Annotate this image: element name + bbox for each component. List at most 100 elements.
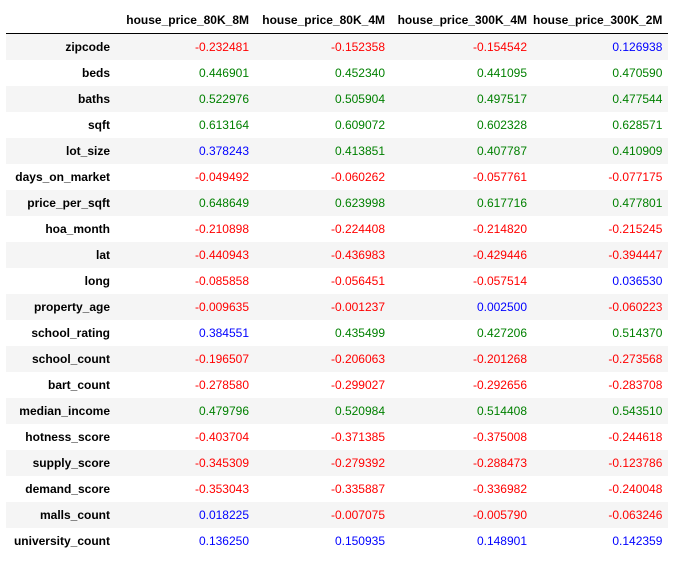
row-label: bart_count [47, 378, 110, 392]
table-cell: -0.336982 [472, 482, 527, 496]
table-cell: -0.429446 [472, 248, 527, 262]
table-row: property_age -0.009635 -0.001237 0.002500 -0… [6, 294, 669, 320]
table-row: baths 0.522976 0.505904 0.497517 0.477544 [6, 86, 669, 112]
table-row: school_count -0.196507 -0.206063 -0.201268 -… [6, 346, 669, 372]
table-cell: -0.345309 [194, 456, 249, 470]
index-header [6, 7, 116, 34]
table-row: bart_count -0.278580 -0.299027 -0.292656 -0.… [6, 372, 669, 398]
table-cell: 0.002500 [476, 300, 527, 314]
row-label: university_count [13, 534, 110, 548]
row-label: days_on_market [15, 170, 110, 184]
table-cell: 0.477801 [612, 196, 663, 210]
row-label: baths [77, 92, 110, 106]
table-cell: 0.036530 [612, 274, 663, 288]
table-cell: -0.403704 [194, 430, 249, 444]
row-label: median_income [19, 404, 110, 418]
table-row: sqft 0.613164 0.609072 0.602328 0.628571 [6, 112, 669, 138]
table-row: price_per_sqft 0.648649 0.623998 0.617716 0.… [6, 190, 669, 216]
column-header: house_price_80K_4M [255, 7, 391, 34]
table-cell: -0.232481 [194, 40, 249, 54]
table-cell: 0.413851 [334, 144, 385, 158]
table-cell: -0.152358 [330, 40, 385, 54]
table-row: hoa_month -0.210898 -0.224408 -0.214820 -0.2… [6, 216, 669, 242]
table-cell: -0.394447 [608, 248, 663, 262]
table-cell: 0.452340 [334, 66, 385, 80]
table-cell: 0.384551 [198, 326, 249, 340]
row-label: long [84, 274, 110, 288]
table-cell: 0.617716 [476, 196, 527, 210]
table-row: supply_score -0.345309 -0.279392 -0.288473 -… [6, 450, 669, 476]
row-label: lot_size [65, 144, 110, 158]
table-cell: 0.520984 [334, 404, 385, 418]
table-cell: -0.371385 [330, 430, 385, 444]
table-cell: 0.126938 [612, 40, 663, 54]
row-label: demand_score [25, 482, 110, 496]
table-cell: 0.514408 [476, 404, 527, 418]
table-cell: -0.077175 [608, 170, 663, 184]
table-cell: 0.505904 [334, 92, 385, 106]
table-cell: 0.407787 [476, 144, 527, 158]
table-cell: -0.056451 [330, 274, 385, 288]
table-row: median_income 0.479796 0.520984 0.514408 0.5… [6, 398, 669, 424]
table-cell: 0.446901 [198, 66, 249, 80]
table-cell: -0.009635 [194, 300, 249, 314]
table-cell: -0.224408 [330, 222, 385, 236]
table-cell: -0.210898 [194, 222, 249, 236]
table-cell: -0.283708 [608, 378, 663, 392]
table-cell: -0.436983 [330, 248, 385, 262]
table-cell: -0.292656 [472, 378, 527, 392]
table-cell: 0.514370 [612, 326, 663, 340]
table-row: lot_size 0.378243 0.413851 0.407787 0.410909 [6, 138, 669, 164]
table-row: malls_count 0.018225 -0.007075 -0.005790 -0.… [6, 502, 669, 528]
table-cell: -0.201268 [472, 352, 527, 366]
table-cell: -0.085858 [194, 274, 249, 288]
row-label: malls_count [39, 508, 110, 522]
table-cell: 0.609072 [334, 118, 385, 132]
table-cell: -0.335887 [330, 482, 385, 496]
table-row: long -0.085858 -0.056451 -0.057514 0.036530 [6, 268, 669, 294]
table-row: beds 0.446901 0.452340 0.441095 0.470590 [6, 60, 669, 86]
table-cell: 0.477544 [612, 92, 663, 106]
column-header: house_price_300K_4M [391, 7, 533, 34]
table-cell: 0.142359 [612, 534, 663, 548]
table-cell: -0.007075 [330, 508, 385, 522]
table-cell: 0.543510 [612, 404, 663, 418]
table-row: university_count 0.136250 0.150935 0.148901… [6, 528, 669, 554]
table-cell: 0.479796 [198, 404, 249, 418]
column-header: house_price_300K_2M [533, 7, 669, 34]
table-cell: -0.353043 [194, 482, 249, 496]
table-body: zipcode -0.232481 -0.152358 -0.154542 0.1269… [6, 33, 669, 554]
table-cell: 0.136250 [198, 534, 249, 548]
table-cell: -0.273568 [608, 352, 663, 366]
dataframe-output: house_price_80K_8M house_price_80K_4M ho… [6, 7, 669, 554]
table-cell: 0.441095 [476, 66, 527, 80]
table-cell: -0.123786 [608, 456, 663, 470]
row-label: sqft [88, 118, 110, 132]
table-cell: -0.279392 [330, 456, 385, 470]
table-row: school_rating 0.384551 0.435499 0.427206 0.5… [6, 320, 669, 346]
column-header: house_price_80K_8M [116, 7, 255, 34]
table-cell: 0.150935 [334, 534, 385, 548]
row-label: hoa_month [45, 222, 110, 236]
row-label: price_per_sqft [27, 196, 110, 210]
table-row: zipcode -0.232481 -0.152358 -0.154542 0.1269… [6, 33, 669, 60]
table-cell: 0.628571 [612, 118, 663, 132]
table-cell: -0.215245 [608, 222, 663, 236]
table-cell: -0.288473 [472, 456, 527, 470]
correlation-table: house_price_80K_8M house_price_80K_4M ho… [6, 7, 669, 554]
table-cell: 0.648649 [198, 196, 249, 210]
table-cell: 0.148901 [476, 534, 527, 548]
row-label: property_age [33, 300, 110, 314]
table-cell: -0.206063 [330, 352, 385, 366]
table-cell: -0.244618 [608, 430, 663, 444]
table-cell: 0.378243 [198, 144, 249, 158]
table-cell: 0.613164 [198, 118, 249, 132]
table-cell: -0.060262 [330, 170, 385, 184]
table-cell: 0.497517 [476, 92, 527, 106]
row-label: supply_score [32, 456, 110, 470]
row-label: beds [81, 66, 110, 80]
table-cell: 0.602328 [476, 118, 527, 132]
row-label: zipcode [65, 40, 110, 54]
table-row: days_on_market -0.049492 -0.060262 -0.05776… [6, 164, 669, 190]
table-cell: 0.623998 [334, 196, 385, 210]
